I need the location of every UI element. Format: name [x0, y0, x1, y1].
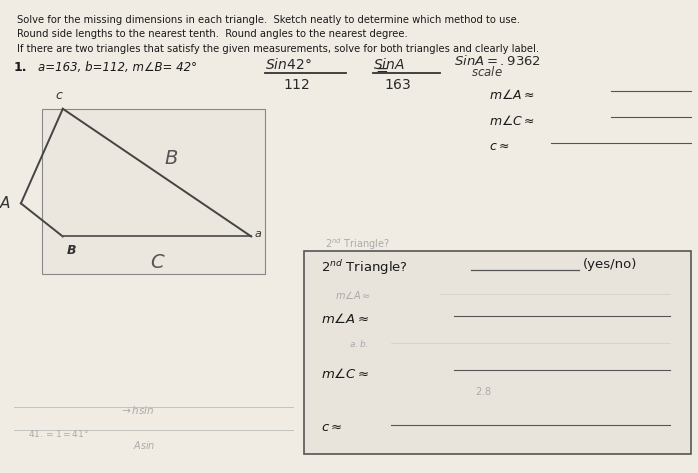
- Text: C: C: [150, 253, 164, 272]
- Text: $2.8$: $2.8$: [475, 385, 491, 396]
- Text: If there are two triangles that satisfy the given measurements, solve for both t: If there are two triangles that satisfy …: [17, 44, 540, 54]
- Text: $2^{nd}$ Triangle?: $2^{nd}$ Triangle?: [325, 236, 389, 252]
- Text: $\mathit{41. = 1 = 41°}$: $\mathit{41. = 1 = 41°}$: [28, 428, 89, 439]
- Text: B: B: [66, 244, 76, 256]
- Text: $112$: $112$: [283, 78, 310, 92]
- Text: B: B: [164, 149, 178, 168]
- Text: $m\angle A \approx$: $m\angle A \approx$: [489, 88, 534, 102]
- Text: $\mathit{\rightarrow hsin}$: $\mathit{\rightarrow hsin}$: [119, 404, 154, 416]
- Text: $c \approx$: $c \approx$: [489, 140, 509, 152]
- Text: 1.: 1.: [14, 61, 27, 74]
- Bar: [42, 109, 265, 274]
- Text: c: c: [56, 89, 63, 102]
- Text: $m\angle C \approx$: $m\angle C \approx$: [489, 114, 534, 128]
- Bar: [304, 251, 691, 454]
- Text: $m\angle A \approx$: $m\angle A \approx$: [321, 312, 369, 326]
- Text: $m\angle C \approx$: $m\angle C \approx$: [321, 367, 369, 381]
- Text: $\mathit{scale}$: $\mathit{scale}$: [471, 65, 503, 79]
- Text: $163$: $163$: [384, 78, 411, 92]
- Text: $Sin A$: $Sin A$: [373, 57, 406, 72]
- Text: A: A: [0, 196, 10, 211]
- Text: $Sin42°$: $Sin42°$: [265, 57, 312, 72]
- Text: $\mathit{a. b.}$: $\mathit{a. b.}$: [349, 338, 369, 349]
- Text: $c \approx$: $c \approx$: [321, 421, 343, 434]
- Text: $2^{nd}$ Triangle?: $2^{nd}$ Triangle?: [321, 258, 408, 277]
- Text: Round side lengths to the nearest tenth.  Round angles to the nearest degree.: Round side lengths to the nearest tenth.…: [17, 29, 408, 39]
- Text: $\mathit{Asin}$: $\mathit{Asin}$: [133, 439, 155, 451]
- Text: $=$: $=$: [373, 61, 389, 77]
- Text: a: a: [255, 229, 262, 239]
- Text: (yes/no): (yes/no): [583, 258, 637, 271]
- Text: Solve for the missing dimensions in each triangle.  Sketch neatly to determine w: Solve for the missing dimensions in each…: [17, 15, 521, 25]
- Text: a=163, b=112, m∠B= 42°: a=163, b=112, m∠B= 42°: [38, 61, 198, 74]
- Text: $Sin A = .9362$: $Sin A = .9362$: [454, 54, 541, 69]
- Text: $m\angle A \approx$: $m\angle A \approx$: [335, 289, 371, 300]
